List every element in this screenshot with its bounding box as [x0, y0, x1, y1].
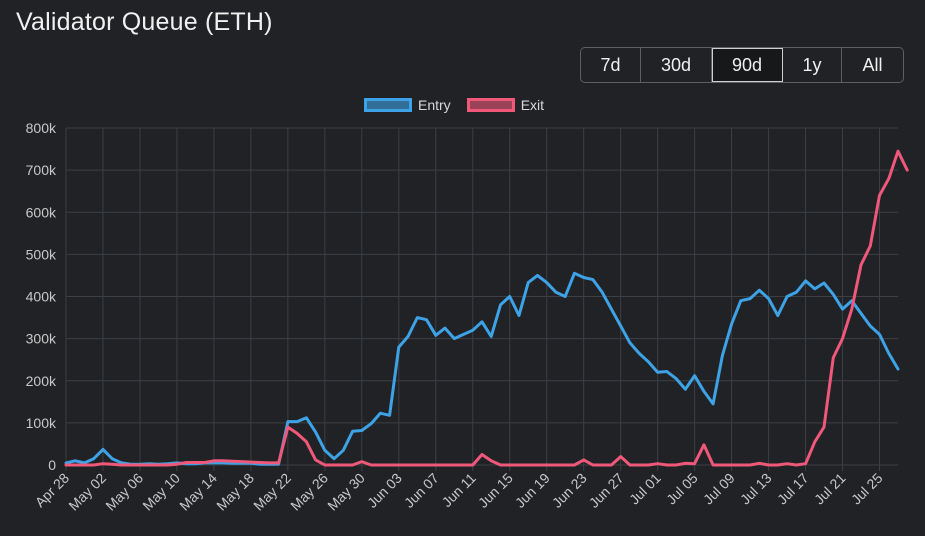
- exit-series-line: [64, 149, 909, 467]
- y-tick-label: 600k: [26, 204, 57, 220]
- legend-label-entry: Entry: [418, 97, 451, 113]
- x-tick-label: Jun 07: [401, 470, 442, 511]
- x-tick-label: May 06: [102, 470, 146, 514]
- x-tick-label: Jul 17: [774, 470, 812, 508]
- y-tick-label: 200k: [26, 373, 57, 389]
- x-tick-label: May 10: [139, 470, 183, 514]
- legend-item-entry[interactable]: Entry: [364, 97, 451, 113]
- x-tick-label: Jul 13: [737, 470, 775, 508]
- x-tick-label: May 22: [250, 470, 294, 514]
- legend-swatch-exit: [466, 98, 515, 112]
- y-tick-label: 300k: [26, 331, 57, 347]
- x-tick-label: Jun 27: [586, 470, 627, 511]
- x-tick-label: Jul 05: [663, 470, 701, 508]
- range-button-all[interactable]: All: [862, 55, 883, 75]
- y-tick-label: 400k: [26, 289, 57, 305]
- x-tick-label: Jun 03: [364, 470, 405, 511]
- y-tick-label: 800k: [26, 120, 57, 136]
- range-button-7d[interactable]: 7d: [581, 48, 641, 82]
- x-tick-label: Jul 25: [848, 470, 886, 508]
- x-tick-label: Jul 09: [700, 470, 738, 508]
- x-tick-label: May 02: [65, 470, 109, 514]
- x-tick-label: Jul 21: [811, 470, 849, 508]
- x-tick-label: May 18: [213, 470, 257, 514]
- y-tick-label: 500k: [26, 246, 57, 262]
- time-range-selector: 7d 30d 90d 1y All: [580, 47, 904, 83]
- range-button-90d[interactable]: 90d: [712, 48, 783, 82]
- legend-item-exit[interactable]: Exit: [466, 97, 545, 113]
- x-tick-label: May 30: [324, 470, 368, 514]
- y-tick-label: 700k: [26, 162, 57, 178]
- y-tick-label: 100k: [26, 415, 57, 431]
- legend-label-exit: Exit: [520, 97, 545, 113]
- range-button-30d[interactable]: 30d: [641, 48, 712, 82]
- x-tick-label: Jul 01: [626, 470, 664, 508]
- x-tick-label: Jun 15: [475, 470, 516, 511]
- x-tick-label: Jun 19: [512, 470, 553, 511]
- entry-series-line: [64, 271, 900, 466]
- x-tick-label: Jun 11: [439, 470, 479, 510]
- range-button-1y[interactable]: 1y: [783, 48, 842, 82]
- y-tick-label: 0: [48, 457, 56, 473]
- x-tick-label: May 26: [287, 470, 331, 514]
- chart-legend: Entry Exit: [364, 97, 544, 113]
- legend-swatch-entry: [364, 98, 412, 112]
- x-tick-label: Jun 23: [549, 470, 590, 511]
- page-title: Validator Queue (ETH): [16, 8, 273, 36]
- x-tick-label: May 14: [176, 470, 220, 514]
